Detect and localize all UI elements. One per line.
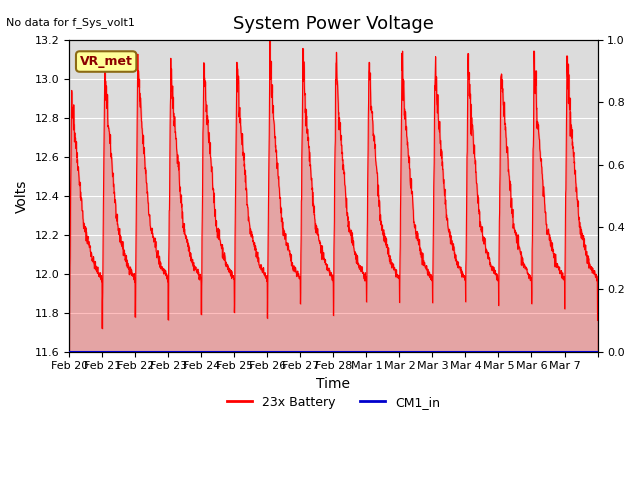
X-axis label: Time: Time bbox=[316, 377, 350, 391]
Title: System Power Voltage: System Power Voltage bbox=[233, 15, 434, 33]
Text: VR_met: VR_met bbox=[80, 55, 132, 68]
Y-axis label: Volts: Volts bbox=[15, 179, 29, 213]
Text: No data for f_Sys_volt1: No data for f_Sys_volt1 bbox=[6, 17, 135, 28]
Legend: 23x Battery, CM1_in: 23x Battery, CM1_in bbox=[221, 391, 445, 414]
